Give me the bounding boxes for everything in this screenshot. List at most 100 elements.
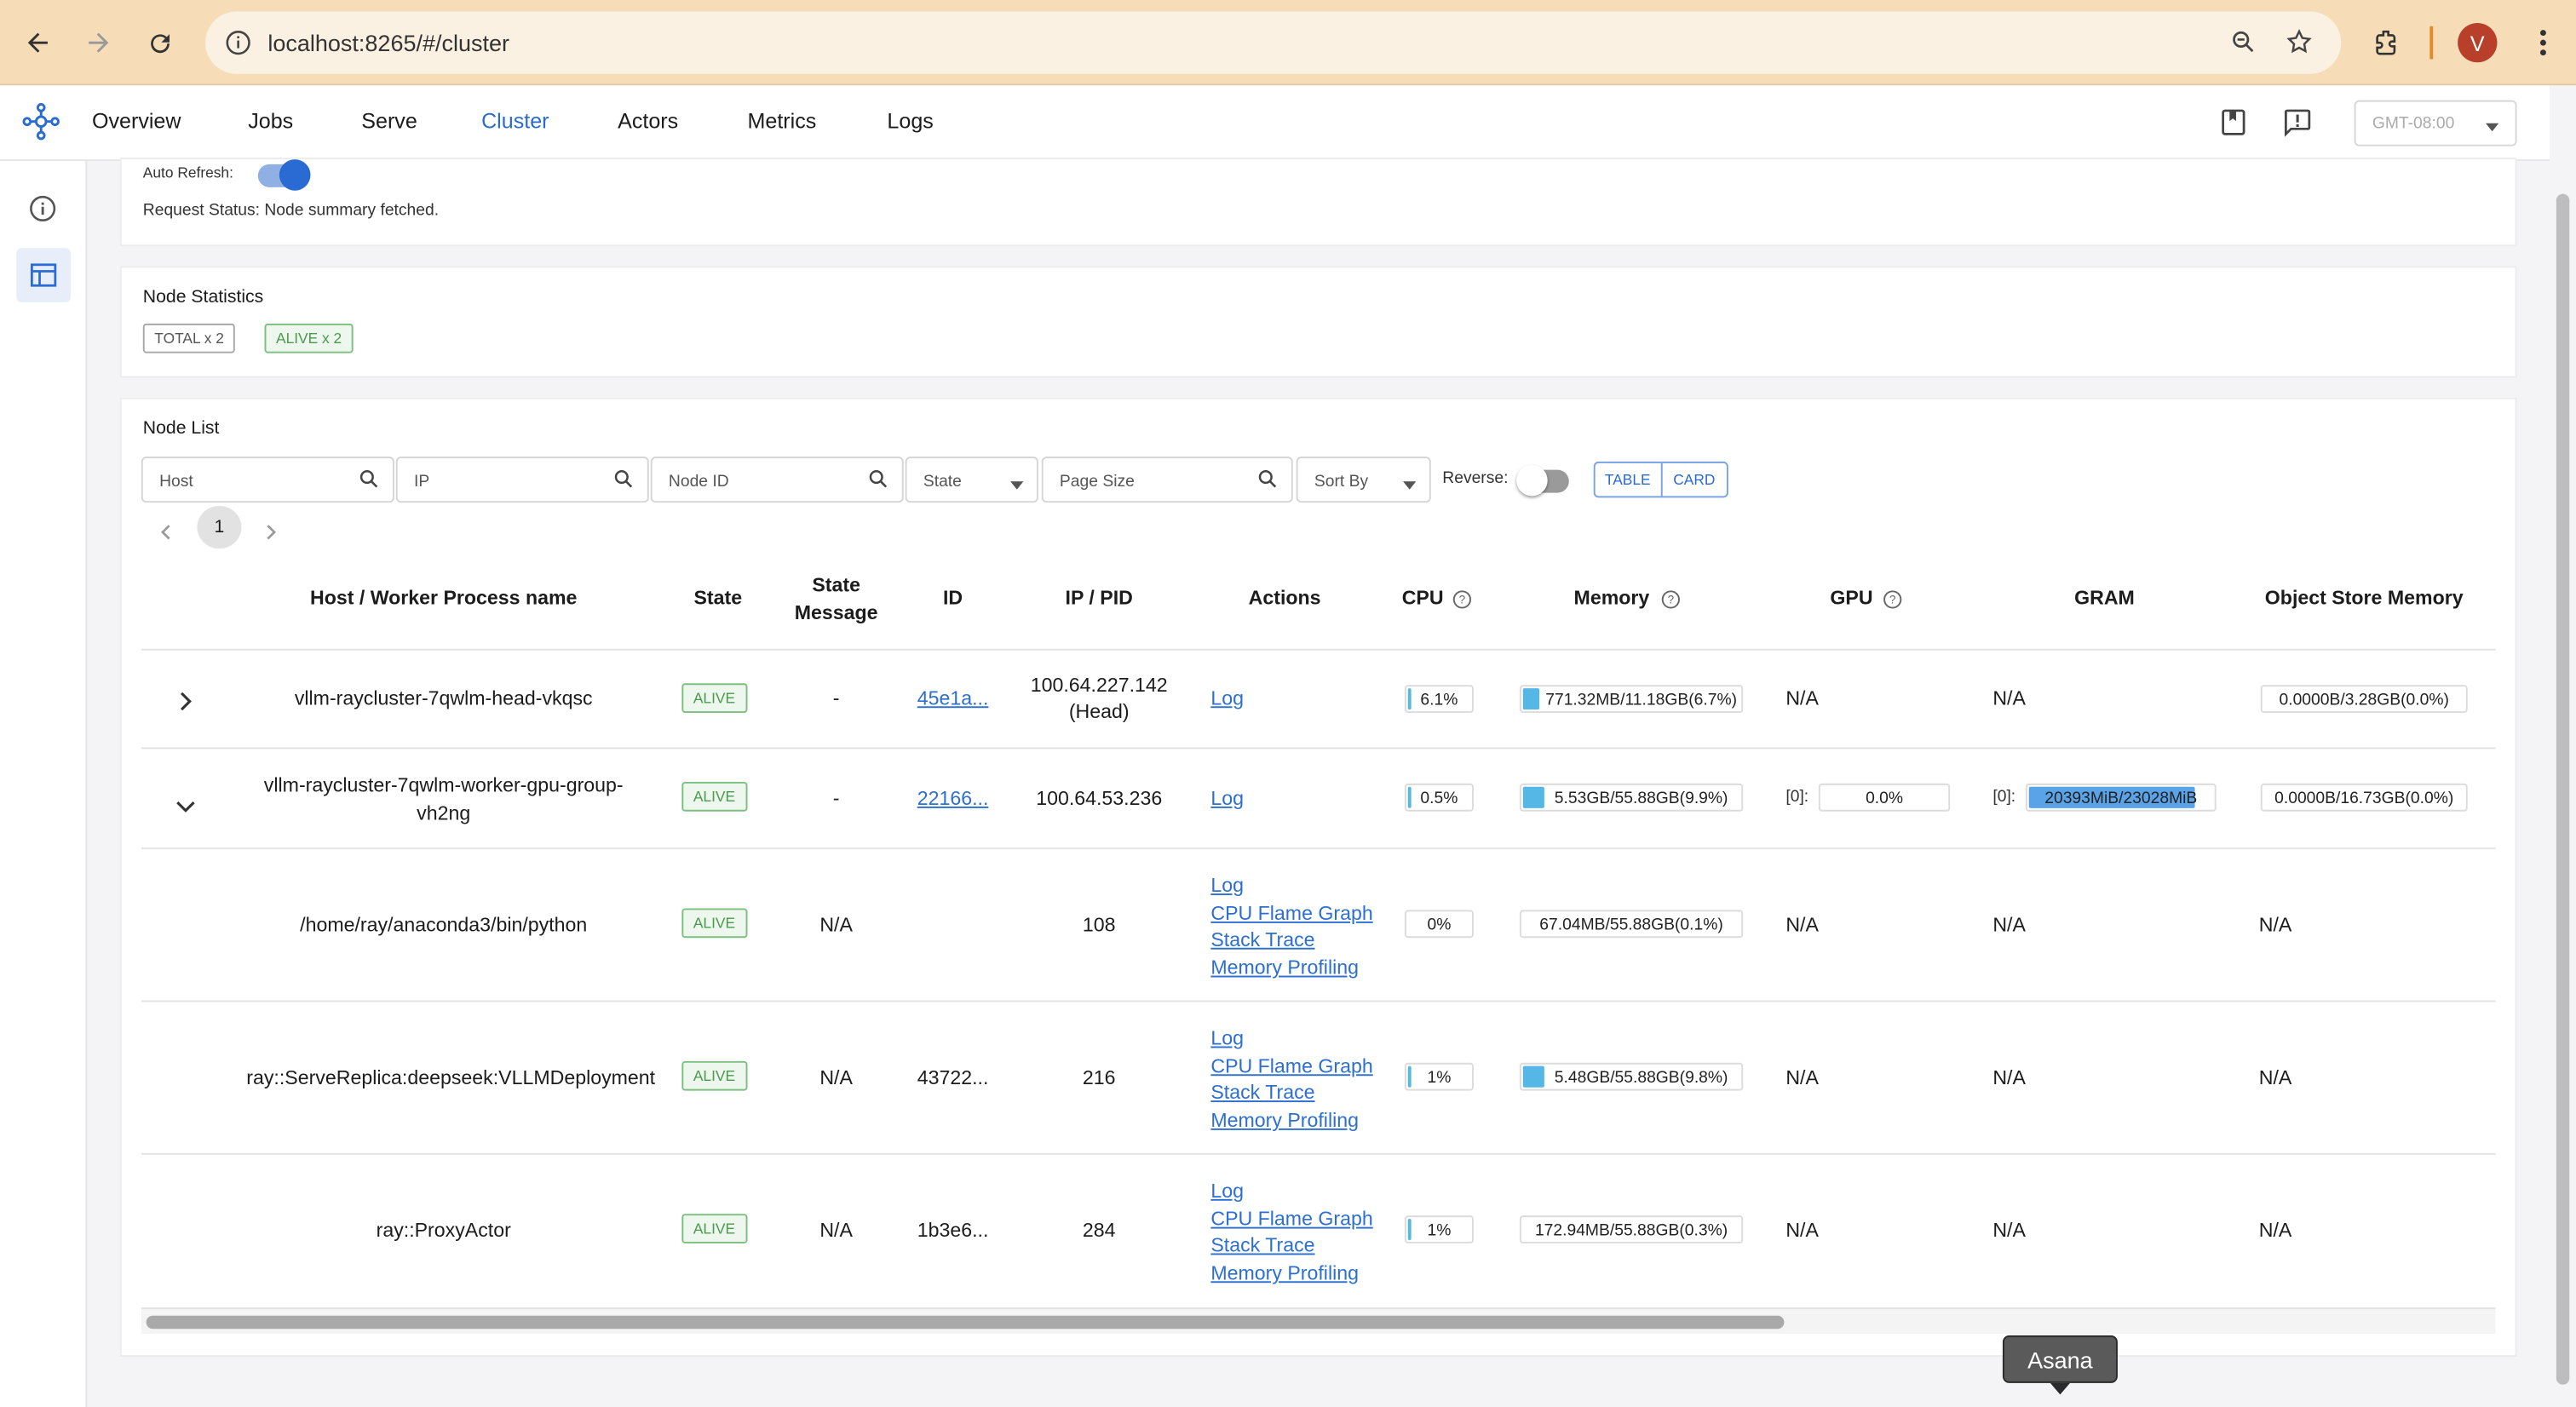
object-store-value: N/A: [2258, 1218, 2292, 1242]
cpu-flame-graph-link[interactable]: CPU Flame Graph: [1210, 1054, 1373, 1077]
memory-profiling-link[interactable]: Memory Profiling: [1210, 1261, 1359, 1285]
reload-icon[interactable]: [138, 21, 181, 64]
page-scroll-thumb[interactable]: [2556, 193, 2570, 1385]
ip-filter-placeholder: IP: [413, 473, 430, 491]
stack-trace-link[interactable]: Stack Trace: [1210, 1234, 1315, 1258]
cpu-usage-bar: 1%: [1404, 1215, 1474, 1243]
memory-profiling-link[interactable]: Memory Profiling: [1210, 956, 1359, 979]
col-gram[interactable]: GRAM: [2074, 586, 2135, 610]
auto-refresh-toggle[interactable]: [257, 159, 311, 191]
cpu-usage-text: 0.5%: [1420, 790, 1458, 808]
ray-logo-icon[interactable]: [21, 102, 60, 150]
alive-count-badge[interactable]: ALIVE x 2: [264, 323, 354, 353]
col-object-store-memory[interactable]: Object Store Memory: [2264, 586, 2464, 610]
divider: [141, 1000, 2496, 1002]
tab-overview[interactable]: Overview: [91, 108, 181, 134]
col-id[interactable]: ID: [942, 586, 963, 610]
col-state-message[interactable]: State Message: [794, 573, 878, 624]
site-info-icon[interactable]: [225, 30, 251, 64]
col-memory[interactable]: Memory: [1573, 586, 1650, 610]
table-view-button[interactable]: TABLE: [1596, 462, 1662, 497]
forward-icon[interactable]: [78, 21, 120, 64]
chevron-right-icon[interactable]: [179, 690, 192, 720]
stack-trace-link[interactable]: Stack Trace: [1210, 1081, 1315, 1105]
next-page-icon[interactable]: [264, 519, 277, 548]
table-horizontal-scrollbar[interactable]: [141, 1309, 2496, 1334]
browser-menu-icon[interactable]: [2521, 21, 2564, 64]
state-message: -: [832, 786, 840, 810]
extensions-icon[interactable]: [2366, 21, 2408, 64]
zoom-icon[interactable]: [2229, 28, 2257, 64]
page-size-input[interactable]: Page Size: [1041, 457, 1293, 503]
divider: [141, 648, 2496, 651]
tab-logs[interactable]: Logs: [887, 108, 934, 134]
reverse-toggle[interactable]: [1516, 464, 1569, 497]
node-id-filter-placeholder: Node ID: [668, 473, 729, 491]
col-actions[interactable]: Actions: [1248, 586, 1321, 610]
docs-book-icon[interactable]: [2218, 106, 2250, 146]
state-badge: ALIVE: [681, 1060, 747, 1091]
tooltip-arrow: [2050, 1382, 2070, 1395]
tab-jobs[interactable]: Jobs: [248, 108, 294, 134]
total-count-badge[interactable]: TOTAL x 2: [142, 323, 236, 353]
cpu-flame-graph-link[interactable]: CPU Flame Graph: [1210, 1206, 1373, 1230]
col-cpu[interactable]: CPU: [1401, 586, 1444, 610]
reverse-label: Reverse:: [1442, 469, 1509, 488]
cpu-help-icon[interactable]: ?: [1452, 588, 1472, 617]
cpu-usage-bar: 0%: [1404, 910, 1474, 939]
url-text[interactable]: localhost:8265/#/cluster: [267, 29, 510, 56]
host-filter-input[interactable]: Host: [141, 457, 394, 503]
chevron-down-icon[interactable]: [175, 792, 195, 822]
chevron-down-icon: [1402, 476, 1417, 494]
node-id-link[interactable]: 45e1a...: [917, 686, 989, 710]
address-bar[interactable]: localhost:8265/#/cluster: [205, 11, 2342, 74]
col-state[interactable]: State: [693, 586, 743, 610]
prev-page-icon[interactable]: [159, 519, 172, 548]
sort-by-select[interactable]: Sort By: [1296, 457, 1431, 503]
back-icon[interactable]: [16, 21, 59, 64]
table-scroll-thumb[interactable]: [146, 1315, 1785, 1329]
timezone-select[interactable]: GMT-08:00: [2354, 100, 2517, 146]
main-nav: Overview Jobs Serve Cluster Actors Metri…: [92, 85, 969, 161]
col-host[interactable]: Host / Worker Process name: [309, 586, 578, 610]
gpu-help-icon[interactable]: ?: [1883, 588, 1902, 617]
memory-help-icon[interactable]: ?: [1661, 588, 1681, 617]
object-store-text: 0.0000B/3.28GB(0.0%): [2279, 691, 2449, 710]
log-link[interactable]: Log: [1210, 1026, 1244, 1050]
tab-cluster[interactable]: Cluster: [481, 108, 549, 134]
page-1-button[interactable]: 1: [197, 505, 242, 549]
profile-avatar[interactable]: V: [2458, 22, 2498, 63]
page-scrollbar[interactable]: [2550, 85, 2576, 1407]
feedback-icon[interactable]: [2282, 106, 2314, 146]
memory-profiling-link[interactable]: Memory Profiling: [1210, 1108, 1359, 1132]
ip-filter-input[interactable]: IP: [395, 457, 649, 503]
worker-process-name: ray::ServeReplica:deepseek:VLLMDeploymen…: [246, 1065, 656, 1089]
bookmark-star-icon[interactable]: [2286, 28, 2314, 64]
tab-metrics[interactable]: Metrics: [747, 108, 817, 134]
info-icon[interactable]: [28, 194, 58, 232]
request-status-text: Request Status: Node summary fetched.: [142, 202, 440, 221]
object-store-value: N/A: [2258, 913, 2292, 937]
state-badge: ALIVE: [681, 908, 747, 939]
node-id-filter-input[interactable]: Node ID: [650, 457, 904, 503]
cpu-usage-text: 6.1%: [1420, 691, 1458, 710]
tab-actors[interactable]: Actors: [618, 108, 679, 134]
log-link[interactable]: Log: [1210, 786, 1244, 810]
tab-serve[interactable]: Serve: [361, 108, 417, 134]
stack-trace-link[interactable]: Stack Trace: [1210, 928, 1315, 952]
table-view-nav[interactable]: [16, 248, 71, 302]
node-ip: 100.64.53.236: [1036, 786, 1163, 810]
state-filter-select[interactable]: State: [905, 457, 1038, 503]
memory-usage-text: 5.48GB/55.88GB(9.8%): [1554, 1069, 1728, 1088]
col-ip-pid[interactable]: IP / PID: [1065, 586, 1133, 610]
cpu-flame-graph-link[interactable]: CPU Flame Graph: [1210, 901, 1373, 925]
log-link[interactable]: Log: [1210, 873, 1244, 897]
node-id-link[interactable]: 22166...: [917, 786, 989, 810]
memory-usage-text: 172.94MB/55.88GB(0.3%): [1534, 1221, 1728, 1241]
node-list-card: Node List: [119, 397, 2517, 1357]
log-link[interactable]: Log: [1210, 686, 1244, 710]
log-link[interactable]: Log: [1210, 1179, 1244, 1203]
divider: [141, 1152, 2496, 1155]
col-gpu[interactable]: GPU: [1830, 586, 1873, 610]
card-view-button[interactable]: CARD: [1673, 471, 1716, 488]
